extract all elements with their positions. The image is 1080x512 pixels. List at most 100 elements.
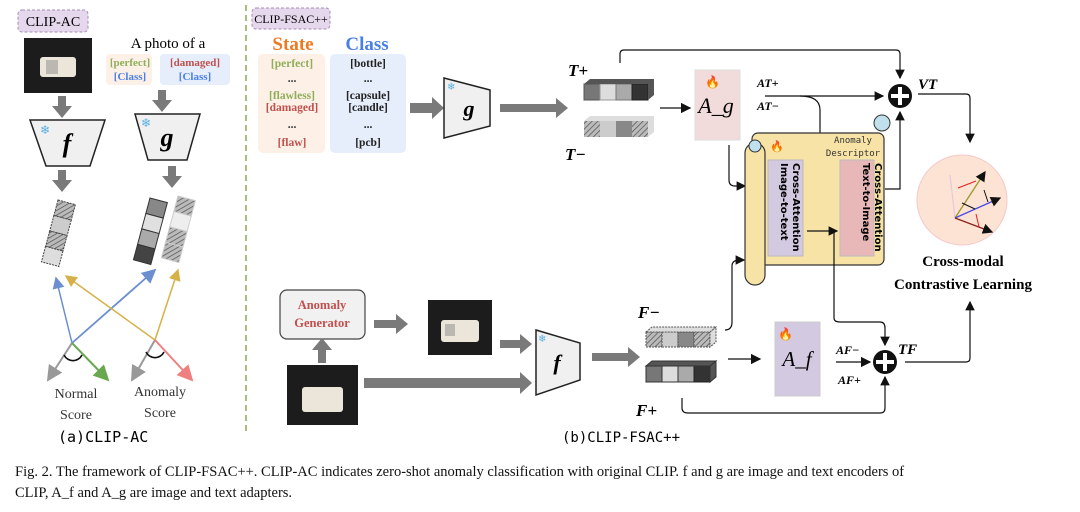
image-to-text-attention [767,159,804,257]
class-placeholder: [Class] [114,71,146,83]
caption-line-2: CLIP, A_f and A_g are image and text ada… [15,485,293,501]
anomaly-generator-label: Generator [294,316,350,330]
input-image-a [24,38,92,93]
flame-icon: 🔥 [778,327,793,341]
image-adapter-af [774,321,821,397]
arrow-up [312,338,332,363]
text-encoder-g [134,113,201,161]
t-minus-label: T− [565,145,586,164]
f-minus-label: F− [637,303,660,322]
arrow-down [52,170,72,192]
af-plus-label: AF+ [837,373,861,387]
text-encoder-g [443,77,491,139]
arrow [918,93,975,144]
arrow-down [152,90,172,112]
class-item: ... [364,119,373,131]
caption-line-1: Fig. 2. The framework of CLIP-FSAC++. CL… [15,464,905,480]
anomaly-descriptor-label: Anomaly [834,136,873,146]
oplus-vt [888,84,912,108]
t2i-label: Text-to-Image [860,163,871,242]
f-plus-label: F+ [635,401,657,420]
vt-label: VT [918,77,938,93]
state-item: ... [288,119,297,131]
normal-prompt-box [106,54,152,85]
text-adapter-ag [694,69,741,141]
class-item: [pcb] [355,137,381,149]
text-feature-cubes [132,195,196,266]
f-minus-cubes [644,325,718,349]
normal-score-label: Normal [55,387,98,402]
at-minus-label: AT− [756,99,779,113]
t-minus-cubes [584,116,654,137]
state-item: [flaw] [278,137,307,149]
state-item: [flawless] [269,90,315,102]
arrow-right [500,334,532,354]
class-item: ... [364,73,373,85]
class-item: [bottle] [350,58,386,70]
g-label: g [160,123,174,152]
snowflake-icon: ❄ [40,123,50,137]
oplus-tf [873,350,897,374]
arrow-right [500,98,568,118]
panel-a-caption: (a)CLIP-AC [58,428,148,446]
i2t-label: Image-to-text [778,163,789,241]
anomaly-generator-label: Anomaly [298,298,347,312]
clip-fsac-tag [251,7,331,30]
arrow-down [162,166,182,188]
class-list: [bottle] ... [capsule] [candle] ... [pcb… [346,58,390,149]
snowflake-icon: ❄ [141,116,151,130]
class-item: [candle] [348,102,388,114]
t-plus-label: T+ [568,61,588,80]
normal-score-label: Score [60,408,92,423]
i2t-label: Cross-Attention [790,163,801,252]
flame-icon: 🔥 [705,75,720,89]
clip-ac-tag [17,9,89,33]
anomaly-score-label: Anomaly [134,385,186,400]
class-item: [capsule] [346,90,390,102]
text-to-image-attention [839,159,875,257]
f-label: f [63,129,74,158]
score-vectors [46,268,194,382]
panel-b: CLIP-FSAC++ State Class [perfect] ... [f… [251,7,1032,446]
state-header: State [272,34,313,55]
class-list-box [330,54,406,153]
image-encoder-f [28,119,107,167]
arrow-right [364,372,532,394]
damaged-state: [damaged] [170,57,220,69]
snowflake-icon: ❄ [447,82,455,93]
contrastive-learning-icon [916,154,1008,246]
arrow-right [374,314,408,334]
arrow [905,300,975,363]
state-list: [perfect] ... [flawless] [damaged] ... [… [266,58,318,149]
state-list-box [258,54,325,153]
anomaly-descriptor-label: Descriptor [826,149,881,159]
image-feature-cubes [40,199,76,268]
image-encoder-f [535,328,581,397]
class-placeholder: [Class] [179,71,211,83]
figure-caption: Fig. 2. The framework of CLIP-FSAC++. CL… [15,462,1067,504]
arrow [724,255,746,331]
state-item: [damaged] [266,102,318,114]
arrow-right [592,347,640,367]
contrastive-label: Cross-modal [922,254,1003,270]
ag-label: A_g [696,93,733,118]
arrow [885,110,905,190]
arrow-down [52,96,72,118]
skip-connection [681,375,890,414]
af-minus-label: AF− [835,343,859,357]
state-item: ... [288,73,297,85]
at-plus-label: AT+ [756,76,779,90]
g-label: g [463,96,475,121]
af-label: A_f [780,347,814,371]
t2i-label: Cross-Attention [872,163,883,252]
perfect-state: [perfect] [110,57,150,69]
panel-a: CLIP-AC ❄ f A photo of a [perfect] [dama… [17,9,230,446]
arrow-right [410,97,444,119]
panel-b-caption: (b)CLIP-FSAC++ [562,430,680,446]
class-header: Class [345,34,388,55]
prompt-text: A photo of a [131,36,206,52]
anomaly-score-label: Score [144,406,176,421]
clip-ac-tag-label: CLIP-AC [26,15,80,30]
contrastive-label: Contrastive Learning [894,277,1032,293]
